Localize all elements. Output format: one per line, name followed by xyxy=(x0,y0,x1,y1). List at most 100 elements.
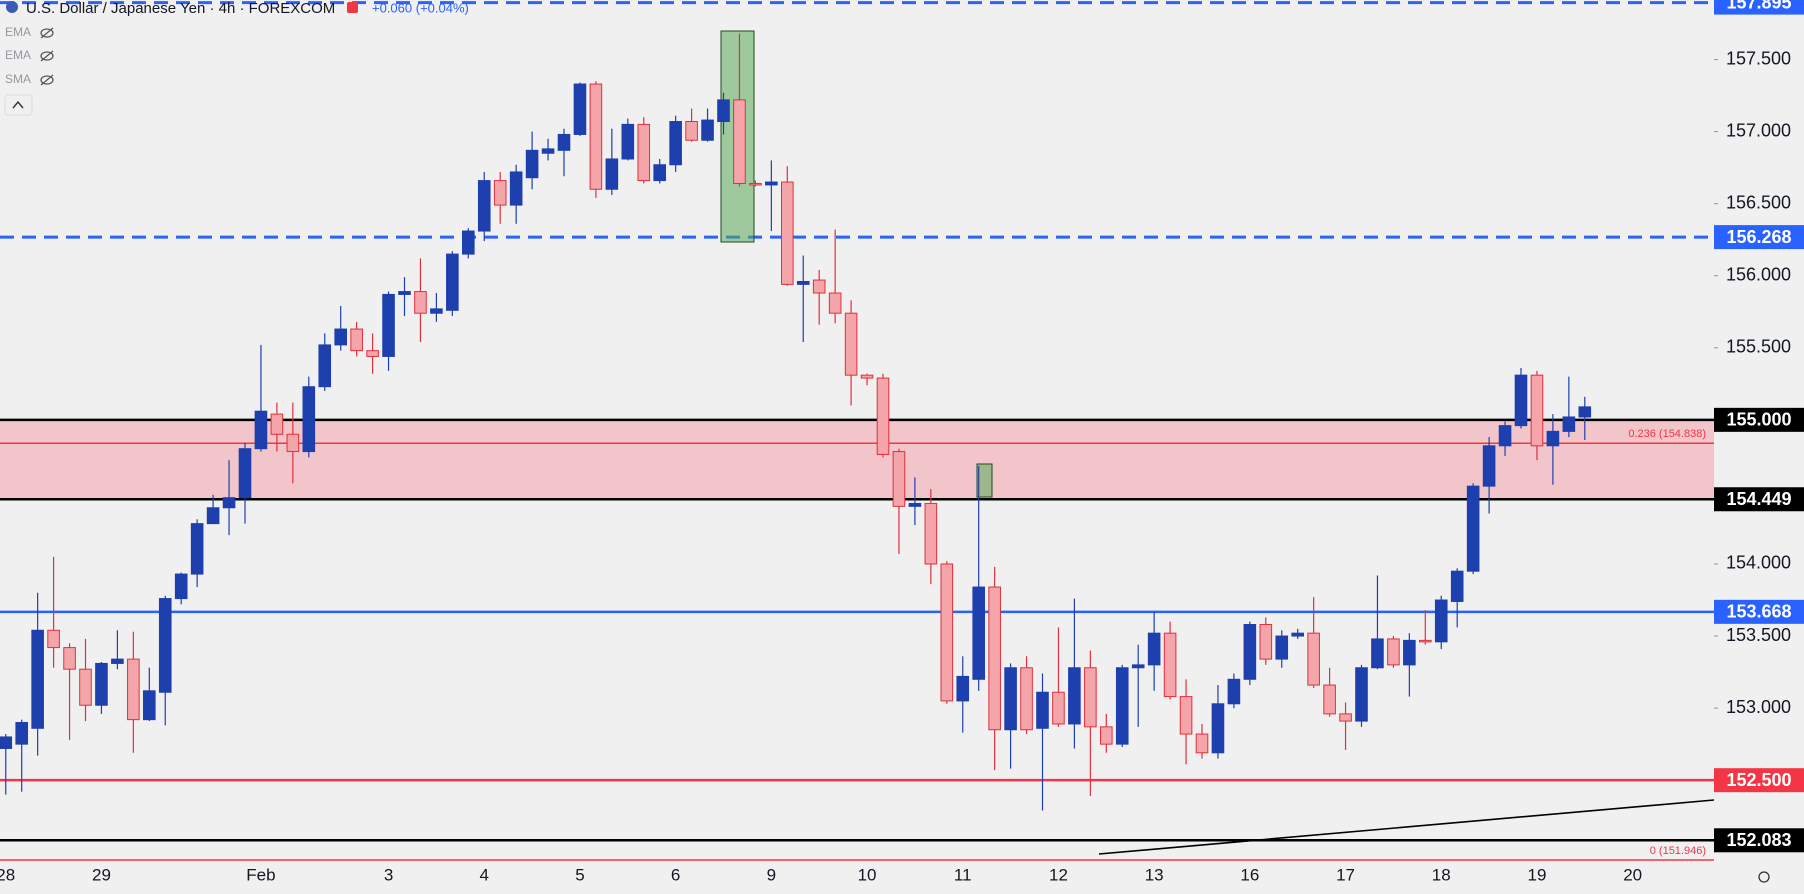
x-tick-label: 12 xyxy=(1049,865,1068,884)
candle-body xyxy=(254,410,268,450)
candle-body xyxy=(908,502,922,507)
candle-body xyxy=(47,629,60,649)
candle-body xyxy=(844,312,858,376)
candle-body xyxy=(988,586,1001,731)
candle-body xyxy=(1036,691,1049,729)
level-label: 155.000 xyxy=(1726,410,1791,430)
candle-body xyxy=(493,180,507,206)
candle-body xyxy=(31,629,44,729)
candle-body xyxy=(1052,691,1065,725)
candle-body xyxy=(1115,667,1129,745)
candle-body xyxy=(477,180,491,232)
candle-body xyxy=(860,374,874,379)
y-tick-label: 157.500 xyxy=(1726,48,1791,68)
collapse-button[interactable] xyxy=(4,94,33,116)
candle-body xyxy=(1211,703,1225,754)
candle-body xyxy=(1100,726,1113,745)
candle-body xyxy=(270,413,284,435)
candle-body xyxy=(238,448,252,499)
y-tick-label: 155.500 xyxy=(1726,337,1791,357)
indicator-label[interactable]: EMA xyxy=(5,25,31,39)
candle-body xyxy=(1450,570,1464,602)
indicator-label[interactable]: EMA xyxy=(5,48,31,62)
candle-body xyxy=(334,328,347,346)
candle-body xyxy=(924,502,938,565)
candle-body xyxy=(1434,599,1448,643)
level-label-box xyxy=(1714,768,1804,793)
zone-layer xyxy=(0,419,1714,500)
candle-body xyxy=(972,586,986,680)
candle-body xyxy=(653,164,667,182)
candle-body xyxy=(892,451,906,507)
candle-body xyxy=(0,736,13,749)
candle-body xyxy=(1578,406,1592,418)
x-tick-label: 18 xyxy=(1432,865,1451,884)
level-label-box xyxy=(1714,0,1804,15)
candle-body xyxy=(1227,678,1241,705)
candle-body xyxy=(621,123,635,160)
trendline xyxy=(1098,799,1715,855)
candle-body xyxy=(63,647,76,670)
candle-body xyxy=(1339,713,1352,722)
candle-body xyxy=(1307,632,1320,686)
candle-body xyxy=(1068,667,1081,725)
level-label: 154.449 xyxy=(1726,489,1791,509)
candle-body xyxy=(1323,684,1336,715)
candle-body xyxy=(1004,667,1017,731)
candle-body xyxy=(1243,624,1257,680)
candle-body xyxy=(1179,696,1193,735)
symbol-title: U.S. Dollar / Japanese Yen · 4h · FOREXC… xyxy=(26,0,335,17)
caret-icon xyxy=(12,100,24,109)
candle-body xyxy=(717,99,730,123)
candle-body xyxy=(79,668,92,706)
candle-body xyxy=(828,292,842,314)
candle-body xyxy=(15,722,28,745)
settings-icon[interactable] xyxy=(1758,871,1770,883)
candle-body xyxy=(1530,374,1544,447)
y-tick-label: 153.500 xyxy=(1726,625,1791,645)
fib-label: 0 (151.946) xyxy=(1650,845,1706,857)
level-label: 156.268 xyxy=(1726,227,1791,247)
x-tick-label: 29 xyxy=(92,865,111,884)
indicator-label[interactable]: SMA xyxy=(5,72,31,86)
candle-body xyxy=(796,280,810,285)
candle-body xyxy=(525,149,539,179)
x-tick-label: 11 xyxy=(954,865,972,884)
candle-body xyxy=(206,507,220,525)
candle-body xyxy=(1371,638,1384,669)
y-tick-label: 153.000 xyxy=(1726,697,1791,717)
candle-body xyxy=(398,291,411,295)
x-tick-label: 10 xyxy=(858,865,877,884)
candle-body xyxy=(1020,667,1033,731)
price-change: +0.060 (+0.04%) xyxy=(372,0,469,15)
candle-body xyxy=(1147,632,1161,666)
candle-body xyxy=(1482,445,1496,487)
candle-body xyxy=(127,658,140,721)
candle-body xyxy=(765,181,778,186)
eye-icons xyxy=(40,27,54,86)
candle-body xyxy=(509,171,523,206)
x-tick-label: 13 xyxy=(1145,865,1164,884)
candle-body xyxy=(222,497,236,509)
candle-body xyxy=(95,662,108,706)
candles-layer xyxy=(0,33,1592,811)
candle-body xyxy=(1163,632,1177,698)
candle-body xyxy=(143,690,156,721)
candle-body xyxy=(812,279,826,294)
x-tick-label: 28 xyxy=(0,865,15,884)
candle-body xyxy=(876,377,890,455)
candle-body xyxy=(350,328,363,352)
candle-body xyxy=(1355,667,1368,722)
price-axis: 157.500 157.000 156.500 156.000 155.500 154.0… xyxy=(1714,0,1804,894)
x-tick-label: 20 xyxy=(1623,865,1642,884)
candle-body xyxy=(541,148,555,154)
y-tick-label: 156.500 xyxy=(1726,192,1791,212)
candle-body xyxy=(573,83,587,135)
level-label: 153.668 xyxy=(1726,602,1791,622)
candle-body xyxy=(749,182,762,186)
candle-body xyxy=(605,158,619,190)
candle-body xyxy=(956,675,970,702)
candle-body xyxy=(637,123,651,182)
date-axis: 28 29 Feb 3 4 5 6 9 10 11 12 13 16 17 18 19 20 xyxy=(0,865,1642,884)
